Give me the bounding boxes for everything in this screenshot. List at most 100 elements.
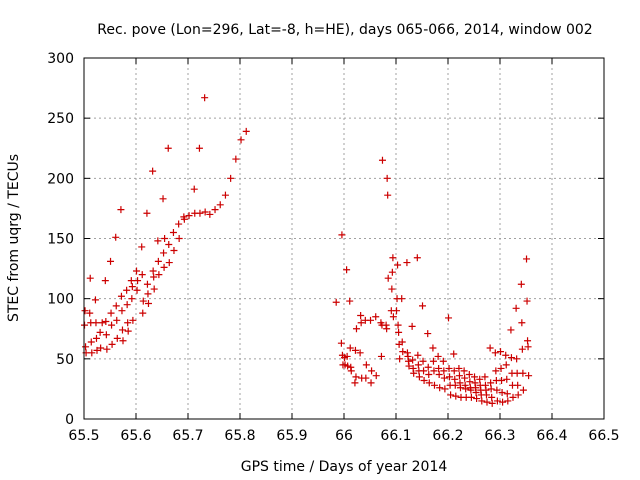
- data-point-plus-marker: [450, 367, 458, 375]
- data-point-plus-marker: [481, 373, 489, 381]
- data-point-plus-marker: [414, 361, 422, 369]
- data-point-plus-marker: [138, 271, 146, 279]
- data-point-plus-marker: [439, 357, 447, 365]
- data-point-plus-marker: [196, 209, 204, 217]
- tick-labels: 65.5 65.6 65.7 65.8 65.9 66 66.1 66.2 66.3 66.4 66…: [47, 51, 619, 444]
- data-point-plus-marker: [445, 364, 453, 372]
- data-point-plus-marker: [460, 367, 468, 375]
- data-point-plus-marker: [206, 210, 214, 218]
- data-point-plus-marker: [362, 374, 370, 382]
- data-point-plus-marker: [502, 361, 510, 369]
- data-point-plus-marker: [138, 243, 146, 251]
- data-point-plus-marker: [129, 316, 137, 324]
- data-point-plus-marker: [514, 381, 522, 389]
- data-point-plus-marker: [408, 322, 416, 330]
- data-point-plus-marker: [507, 326, 515, 334]
- data-point-plus-marker: [415, 373, 423, 381]
- data-point-plus-marker: [456, 384, 464, 392]
- y-axis-label: STEC from uqrg / TECUs: [6, 154, 22, 322]
- data-point-plus-marker: [362, 361, 370, 369]
- data-point-plus-marker: [154, 257, 162, 265]
- grid-lines: [84, 58, 604, 419]
- data-point-plus-marker: [155, 271, 163, 279]
- data-point-plus-marker: [486, 344, 494, 352]
- data-point-plus-marker: [424, 330, 432, 338]
- data-point-plus-marker: [161, 235, 169, 242]
- data-point-plus-marker: [128, 283, 136, 291]
- data-point-plus-marker: [525, 372, 533, 380]
- data-point-plus-marker: [491, 349, 499, 357]
- data-point-plus-marker: [102, 318, 110, 326]
- data-point-plus-marker: [524, 343, 532, 351]
- data-point-plus-marker: [425, 379, 433, 387]
- data-point-plus-marker: [113, 316, 121, 324]
- data-point-plus-marker: [394, 261, 402, 269]
- data-point-plus-marker: [123, 286, 131, 294]
- data-point-plus-marker: [384, 191, 392, 199]
- data-point-plus-marker: [123, 301, 131, 309]
- data-point-plus-marker: [216, 201, 224, 209]
- data-point-plus-marker: [450, 350, 458, 358]
- data-point-plus-marker: [98, 319, 106, 327]
- data-point-plus-marker: [452, 392, 460, 400]
- data-point-plus-marker: [398, 295, 406, 303]
- data-point-plus-marker: [455, 364, 463, 372]
- data-point-plus-marker: [388, 285, 396, 293]
- data-point-plus-marker: [476, 375, 484, 383]
- data-point-plus-marker: [165, 241, 173, 249]
- data-point-plus-marker: [112, 302, 120, 310]
- data-point-plus-marker: [332, 298, 340, 306]
- data-point-plus-marker: [351, 346, 359, 354]
- data-point-plus-marker: [367, 316, 375, 324]
- data-point-plus-marker: [383, 174, 391, 182]
- data-point-plus-marker: [483, 398, 491, 406]
- data-point-plus-marker: [446, 373, 454, 381]
- data-point-plus-marker: [447, 391, 455, 399]
- data-point-plus-marker: [150, 285, 158, 293]
- data-point-plus-marker: [420, 376, 428, 384]
- data-point-plus-marker: [124, 327, 132, 335]
- x-tick-label: 66: [335, 428, 353, 444]
- data-points: [81, 94, 533, 407]
- x-tick-label: 65.9: [276, 428, 307, 444]
- data-point-plus-marker: [420, 367, 428, 375]
- data-point-plus-marker: [221, 191, 229, 199]
- y-tick-label: 250: [47, 111, 74, 127]
- x-tick-label: 66.1: [380, 428, 411, 444]
- x-tick-label: 66.2: [432, 428, 463, 444]
- data-point-plus-marker: [440, 367, 448, 375]
- data-point-plus-marker: [403, 259, 411, 267]
- data-point-plus-marker: [180, 215, 188, 223]
- data-point-plus-marker: [190, 185, 198, 193]
- data-point-plus-marker: [513, 355, 521, 363]
- data-point-plus-marker: [242, 127, 250, 135]
- data-point-plus-marker: [514, 391, 522, 399]
- data-point-plus-marker: [518, 345, 526, 353]
- data-point-plus-marker: [143, 209, 151, 217]
- data-point-plus-marker: [425, 370, 433, 378]
- data-point-plus-marker: [144, 299, 152, 307]
- data-point-plus-marker: [338, 231, 346, 239]
- data-point-plus-marker: [351, 379, 359, 387]
- data-point-plus-marker: [107, 309, 115, 317]
- data-point-plus-marker: [467, 386, 475, 394]
- data-point-plus-marker: [435, 364, 443, 372]
- data-point-plus-marker: [91, 296, 99, 304]
- data-point-plus-marker: [337, 339, 345, 347]
- data-point-plus-marker: [357, 312, 365, 320]
- data-point-plus-marker: [509, 393, 517, 401]
- data-point-plus-marker: [195, 144, 203, 152]
- data-point-plus-marker: [435, 370, 443, 378]
- data-point-plus-marker: [352, 373, 360, 381]
- data-point-plus-marker: [493, 386, 501, 394]
- data-point-plus-marker: [86, 274, 94, 282]
- x-axis-label: GPS time / Days of year 2014: [241, 459, 448, 475]
- data-point-plus-marker: [134, 277, 142, 285]
- data-point-plus-marker: [103, 345, 111, 353]
- y-tick-label: 200: [47, 171, 74, 187]
- x-tick-label: 66.4: [536, 428, 567, 444]
- data-point-plus-marker: [101, 277, 109, 285]
- data-point-plus-marker: [81, 307, 89, 315]
- data-point-plus-marker: [497, 364, 505, 372]
- x-tick-label: 66.3: [484, 428, 515, 444]
